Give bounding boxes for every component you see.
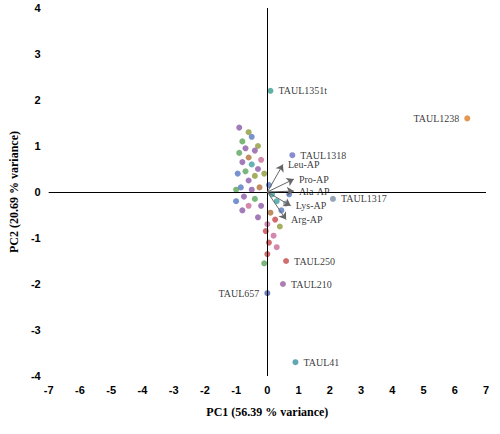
svg-text:Pro-AP: Pro-AP: [299, 174, 329, 185]
svg-text:Leu-AP: Leu-AP: [288, 159, 320, 170]
svg-text:TAUL1238: TAUL1238: [413, 113, 459, 124]
svg-text:6: 6: [452, 384, 458, 396]
svg-text:2: 2: [35, 94, 41, 106]
svg-text:TAUL1351t: TAUL1351t: [278, 85, 327, 96]
svg-text:-4: -4: [31, 370, 42, 382]
svg-text:TAUL1317: TAUL1317: [341, 193, 387, 204]
svg-text:-6: -6: [75, 384, 85, 396]
svg-text:-3: -3: [31, 324, 41, 336]
svg-text:4: 4: [389, 384, 396, 396]
svg-text:-3: -3: [169, 384, 179, 396]
svg-text:TAUL210: TAUL210: [291, 279, 332, 290]
svg-text:1: 1: [35, 140, 41, 152]
svg-text:-7: -7: [44, 384, 54, 396]
svg-text:3: 3: [35, 48, 41, 60]
svg-text:-5: -5: [106, 384, 116, 396]
svg-text:-1: -1: [31, 232, 41, 244]
svg-text:-2: -2: [200, 384, 210, 396]
svg-text:TAUL41: TAUL41: [303, 357, 339, 368]
svg-text:3: 3: [358, 384, 364, 396]
svg-text:-2: -2: [31, 278, 41, 290]
svg-text:Arg-AP: Arg-AP: [291, 214, 323, 225]
svg-text:2: 2: [327, 384, 333, 396]
svg-text:Ala-AP: Ala-AP: [299, 186, 330, 197]
svg-text:7: 7: [483, 384, 489, 396]
svg-text:PC1 (56.39 % variance): PC1 (56.39 % variance): [206, 405, 328, 419]
svg-text:TAUL657: TAUL657: [218, 288, 259, 299]
svg-text:-4: -4: [138, 384, 149, 396]
svg-text:TAUL250: TAUL250: [294, 256, 335, 267]
svg-text:0: 0: [35, 186, 41, 198]
svg-text:TAUL1318: TAUL1318: [300, 149, 347, 161]
svg-text:Lys-AP: Lys-AP: [296, 200, 327, 211]
svg-text:5: 5: [420, 384, 426, 396]
svg-text:-1: -1: [231, 384, 241, 396]
svg-text:0: 0: [264, 384, 270, 396]
svg-text:4: 4: [35, 2, 42, 14]
svg-text:1: 1: [296, 384, 302, 396]
svg-text:PC2 (20.69 % variance): PC2 (20.69 % variance): [7, 131, 21, 253]
